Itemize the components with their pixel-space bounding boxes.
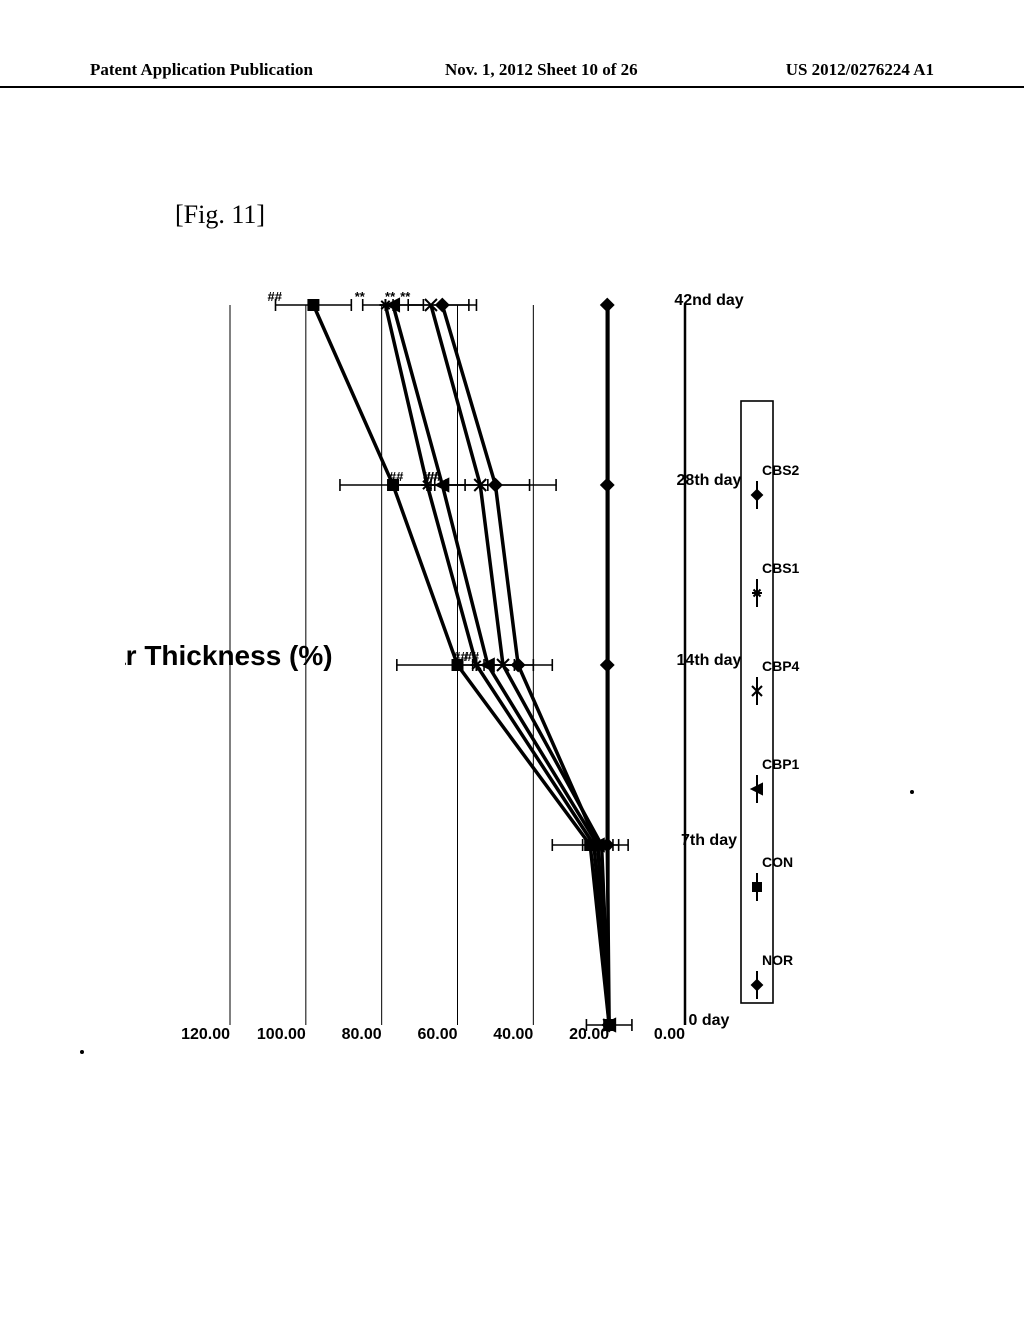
svg-text:CBP4: CBP4 [762,658,800,674]
header-mid: Nov. 1, 2012 Sheet 10 of 26 [445,60,638,80]
stray-dot [80,1050,84,1054]
svg-text:100.00: 100.00 [257,1026,306,1043]
svg-text:28th day: 28th day [677,472,742,489]
svg-text:120.00: 120.00 [181,1026,230,1043]
svg-text:0 day: 0 day [689,1012,730,1029]
svg-text:7th day: 7th day [681,832,737,849]
chart-container: 0.0020.0040.0060.0080.00100.00120.000 da… [125,230,845,1180]
svg-text:0.00: 0.00 [654,1026,685,1043]
svg-text:NOR: NOR [762,952,793,968]
svg-text:60.00: 60.00 [417,1026,457,1043]
figure-label: [Fig. 11] [175,200,265,230]
header-right: US 2012/0276224 A1 [786,60,934,80]
svg-text:40.00: 40.00 [493,1026,533,1043]
svg-text:80.00: 80.00 [342,1026,382,1043]
svg-text:CON: CON [762,854,793,870]
svg-text:CBS1: CBS1 [762,560,800,576]
svg-text:CBS2: CBS2 [762,462,800,478]
svg-text:##: ## [268,289,283,304]
header-left: Patent Application Publication [90,60,313,80]
svg-text:42nd day: 42nd day [674,292,743,309]
svg-text:CBP1: CBP1 [762,756,800,772]
stray-dot [910,790,914,794]
svg-text:**: ** [400,289,411,304]
ear-thickness-chart: 0.0020.0040.0060.0080.00100.00120.000 da… [125,230,845,1180]
page-header: Patent Application Publication Nov. 1, 2… [0,56,1024,88]
svg-text:**: ** [385,289,396,304]
svg-text:##: ## [389,469,404,484]
svg-text:**: ** [355,289,366,304]
svg-text:Ear Thickness (%): Ear Thickness (%) [125,640,333,671]
svg-text:##: ## [427,469,442,484]
svg-text:14th day: 14th day [677,652,742,669]
